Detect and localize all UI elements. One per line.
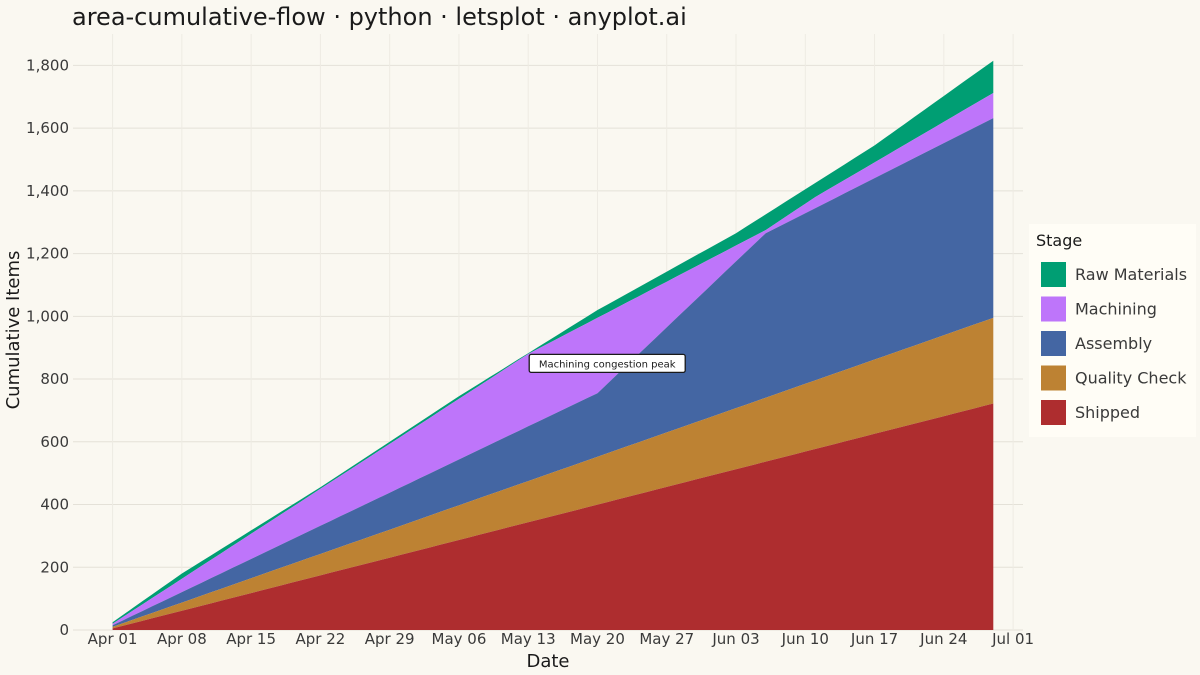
x-tick-label: May 13 [501, 630, 556, 648]
legend-swatch [1041, 400, 1066, 425]
x-tick-label: Jun 03 [711, 630, 759, 648]
annotation-box [528, 353, 686, 374]
y-axis-ticks: 0 200 400 600 800 1,000 1,200 1,400 1,600 1,800 [26, 56, 69, 639]
x-tick-label: Jun 17 [850, 630, 898, 648]
x-tick-label: Jun 10 [781, 630, 829, 648]
y-axis-title: Cumulative Items [3, 251, 24, 410]
legend-item-shipped: Shipped [1041, 400, 1140, 425]
x-tick-label: May 20 [570, 630, 625, 648]
legend-item-machining: Machining [1041, 296, 1157, 322]
x-tick-label: Apr 22 [295, 630, 345, 648]
area-assembly [112, 118, 994, 627]
legend: Stage Raw Materials Machining Assembly Qual… [1029, 224, 1196, 437]
legend-title: Stage [1036, 231, 1082, 250]
legend-swatch [1041, 262, 1066, 287]
legend-items: Raw Materials Machining Assembly Quality Ch… [1041, 262, 1187, 425]
annotation-text: Machining congestion peak [539, 359, 676, 370]
y-tick-label: 0 [59, 621, 69, 639]
x-tick-label: May 27 [639, 630, 694, 648]
y-tick-label: 1,400 [26, 182, 69, 200]
legend-swatch [1041, 365, 1066, 391]
legend-label: Shipped [1075, 403, 1140, 422]
y-tick-label: 600 [40, 433, 69, 451]
y-tick-label: 400 [40, 496, 69, 514]
y-tick-label: 1,200 [26, 245, 69, 263]
x-tick-label: Apr 08 [157, 630, 207, 648]
annotations: Machining congestion peak [528, 353, 686, 374]
y-tick-label: 1,000 [26, 307, 69, 325]
y-tick-label: 200 [40, 558, 69, 576]
x-tick-label: Apr 01 [88, 630, 138, 648]
area-shipped [112, 403, 994, 630]
stacked-areas [112, 60, 994, 630]
x-tick-label: Jun 24 [919, 630, 967, 648]
y-tick-label: 800 [40, 370, 69, 388]
legend-label: Raw Materials [1075, 265, 1187, 284]
legend-label: Assembly [1075, 334, 1152, 353]
legend-item-quality-check: Quality Check [1041, 365, 1187, 391]
y-tick-label: 1,800 [26, 56, 69, 74]
x-tick-label: Apr 15 [226, 630, 276, 648]
x-axis-ticks: Apr 01 Apr 08 Apr 15 Apr 22 Apr 29 May 06 May … [88, 630, 1034, 648]
x-tick-label: Jul 01 [991, 630, 1034, 648]
legend-item-assembly: Assembly [1041, 331, 1152, 356]
area-quality-check [112, 317, 994, 629]
annotation-label: Machining congestion peak [528, 353, 686, 374]
x-tick-label: May 06 [432, 630, 487, 648]
x-axis-title: Date [526, 651, 569, 672]
y-tick-label: 1,600 [26, 119, 69, 137]
chart-title: area-cumulative-flow · python · letsplot… [72, 3, 687, 31]
legend-label: Quality Check [1075, 369, 1187, 388]
legend-item-raw-materials: Raw Materials [1041, 262, 1187, 287]
x-tick-label: Apr 29 [365, 630, 415, 648]
legend-label: Machining [1075, 300, 1157, 319]
legend-swatch [1041, 296, 1066, 322]
legend-swatch [1041, 331, 1066, 356]
